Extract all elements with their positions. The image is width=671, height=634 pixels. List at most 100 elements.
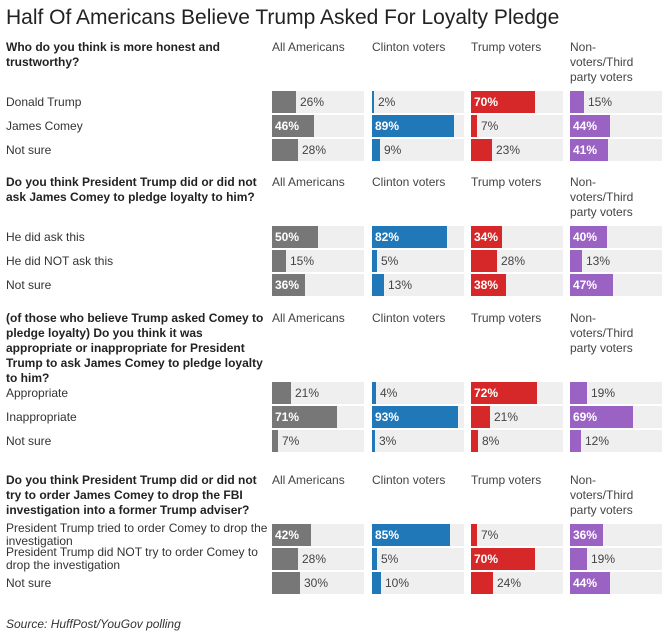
data-label: 36%: [573, 528, 598, 542]
data-label: 42%: [275, 528, 300, 542]
row-label-text: He did ask this: [6, 229, 85, 244]
bar-track: 93%: [372, 406, 464, 428]
bar-track: 5%: [372, 250, 464, 272]
data-label: 44%: [573, 119, 598, 133]
column-header: Clinton voters: [372, 175, 446, 189]
row-label: He did ask this: [6, 226, 268, 248]
data-label: 70%: [474, 552, 499, 566]
bar-track: 72%: [471, 382, 563, 404]
bar-track: 19%: [570, 382, 662, 404]
data-label: 7%: [282, 434, 300, 448]
chart-title: Half Of Americans Believe Trump Asked Fo…: [6, 6, 560, 29]
bar: [471, 430, 478, 452]
bar: [372, 91, 374, 113]
bar: [570, 274, 613, 296]
bar: [372, 406, 458, 428]
column-header: All Americans: [272, 311, 345, 325]
bar: [570, 250, 582, 272]
row-label: James Comey: [6, 115, 268, 137]
bar: [272, 91, 296, 113]
row-label-text: Not sure: [6, 142, 52, 157]
bar-track: 69%: [570, 406, 662, 428]
data-label: 50%: [275, 230, 300, 244]
data-label: 36%: [275, 278, 300, 292]
row-label: President Trump tried to order Comey to …: [6, 522, 268, 548]
bar: [471, 406, 490, 428]
bar-track: 13%: [570, 250, 662, 272]
bar: [272, 250, 286, 272]
bar: [272, 548, 298, 570]
data-label: 3%: [379, 434, 397, 448]
bar-track: 47%: [570, 274, 662, 296]
data-label: 7%: [481, 528, 499, 542]
table-row: Not sure 7% 3% 8% 12%: [0, 430, 671, 452]
question-text: Do you think President Trump did or did …: [6, 473, 257, 517]
bar-track: 15%: [272, 250, 364, 272]
data-label: 47%: [573, 278, 598, 292]
row-label: Not sure: [6, 139, 268, 161]
bar: [272, 274, 305, 296]
data-label: 26%: [300, 95, 325, 109]
column-header: Clinton voters: [372, 311, 446, 325]
data-label: 28%: [501, 254, 526, 268]
bar-track: 7%: [471, 524, 563, 546]
bar-track: 42%: [272, 524, 364, 546]
data-label: 7%: [481, 119, 499, 133]
row-label-text: Not sure: [6, 277, 52, 292]
table-row: Appropriate 21% 4% 72% 19%: [0, 382, 671, 404]
bar-track: 10%: [372, 572, 464, 594]
bar-track: 89%: [372, 115, 464, 137]
data-label: 21%: [494, 410, 519, 424]
bar-track: 46%: [272, 115, 364, 137]
bar: [471, 226, 502, 248]
row-label-text: Not sure: [6, 575, 52, 590]
bar: [471, 548, 535, 570]
data-label: 38%: [474, 278, 499, 292]
bar: [471, 572, 493, 594]
bar: [372, 382, 376, 404]
bar-track: 41%: [570, 139, 662, 161]
data-label: 8%: [482, 434, 500, 448]
data-label: 13%: [388, 278, 413, 292]
column-header: Non-voters/Third party voters: [570, 175, 634, 219]
bar: [372, 548, 377, 570]
data-label: 69%: [573, 410, 598, 424]
bar: [471, 382, 537, 404]
row-label-text: James Comey: [6, 118, 83, 133]
bar-track: 26%: [272, 91, 364, 113]
question-text: Who do you think is more honest and trus…: [6, 40, 221, 69]
bar-track: 85%: [372, 524, 464, 546]
row-label-text: Inappropriate: [6, 409, 77, 424]
bar-track: 7%: [471, 115, 563, 137]
column-header: Non-voters/Third party voters: [570, 40, 634, 84]
data-label: 70%: [474, 95, 499, 109]
data-label: 41%: [573, 143, 598, 157]
data-label: 85%: [375, 528, 400, 542]
data-label: 82%: [375, 230, 400, 244]
bar-track: 28%: [272, 548, 364, 570]
column-header: All Americans: [272, 175, 345, 189]
bar-track: 2%: [372, 91, 464, 113]
bar: [372, 226, 447, 248]
bar: [272, 524, 311, 546]
bar-track: 15%: [570, 91, 662, 113]
table-row: Not sure 36% 13% 38% 47%: [0, 274, 671, 296]
bar-track: 34%: [471, 226, 563, 248]
bar-track: 24%: [471, 572, 563, 594]
table-row: Not sure 28% 9% 23% 41%: [0, 139, 671, 161]
bar: [372, 250, 377, 272]
data-label: 13%: [586, 254, 611, 268]
bar-track: 44%: [570, 115, 662, 137]
bar-track: 8%: [471, 430, 563, 452]
bar-track: 9%: [372, 139, 464, 161]
bar-track: 21%: [471, 406, 563, 428]
data-label: 12%: [585, 434, 610, 448]
bar-track: 44%: [570, 572, 662, 594]
bar: [570, 91, 584, 113]
bar: [372, 274, 384, 296]
column-header: Non-voters/Third party voters: [570, 311, 634, 355]
bar: [272, 406, 337, 428]
bar: [471, 274, 506, 296]
data-label: 40%: [573, 230, 598, 244]
bar: [372, 524, 450, 546]
